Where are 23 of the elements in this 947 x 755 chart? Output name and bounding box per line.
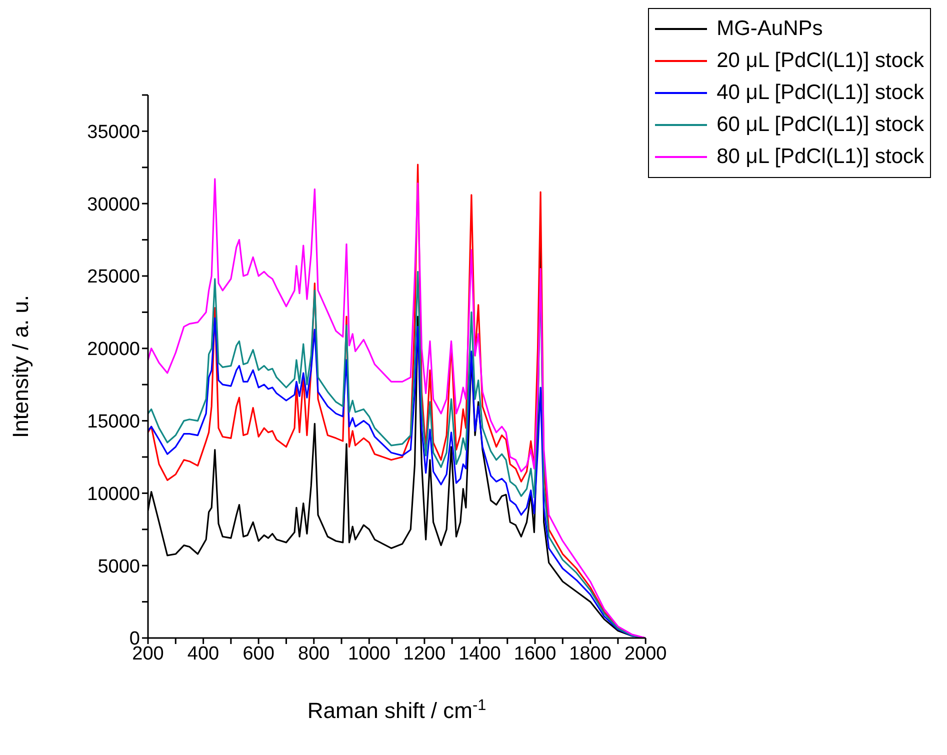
x-tick-label: 1400 bbox=[458, 643, 501, 664]
x-tick-label: 2000 bbox=[624, 643, 667, 664]
x-tick-label: 600 bbox=[242, 643, 274, 664]
y-tick-label: 25000 bbox=[87, 266, 140, 288]
x-tick-label: 1200 bbox=[403, 643, 446, 664]
y-axis-title: Intensity / a. u. bbox=[8, 294, 33, 438]
y-tick-label: 10000 bbox=[87, 484, 140, 505]
x-tick-label: 1600 bbox=[514, 643, 556, 664]
legend-label: 80 μL [PdCl(L1)] stock bbox=[716, 145, 924, 169]
x-tick-label: 1800 bbox=[569, 643, 612, 664]
x-axis-title: Raman shift / cm$^{-1}$ bbox=[307, 696, 486, 723]
legend-label: 20 μL [PdCl(L1)] stock bbox=[716, 49, 924, 73]
x-tick-label: 400 bbox=[187, 643, 220, 664]
y-tick-label: 5000 bbox=[98, 556, 140, 578]
legend-label: 40 μL [PdCl(L1)] stock bbox=[716, 81, 924, 105]
y-tick-label: 15000 bbox=[87, 412, 140, 433]
x-tick-label: 800 bbox=[298, 643, 330, 664]
x-tick-label: 1000 bbox=[348, 643, 390, 664]
y-tick-label: 35000 bbox=[87, 122, 140, 143]
y-tick-label: 20000 bbox=[87, 339, 140, 360]
legend-label: 60 μL [PdCl(L1)] stock bbox=[716, 113, 924, 137]
y-tick-label: 30000 bbox=[87, 194, 140, 216]
legend-label: MG-AuNPs bbox=[716, 17, 823, 41]
